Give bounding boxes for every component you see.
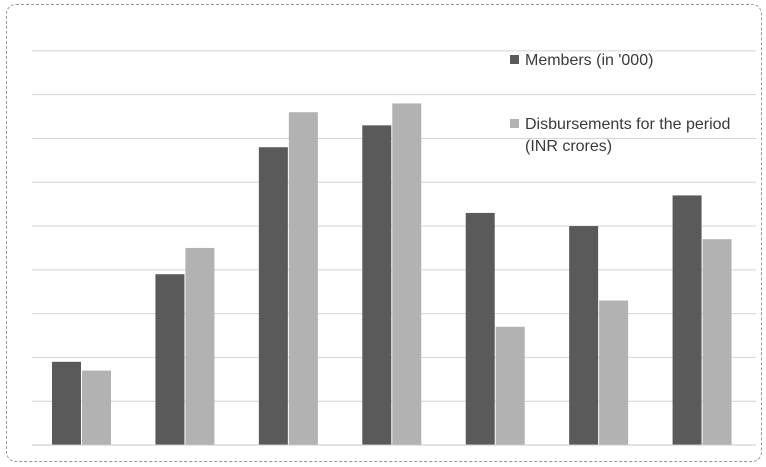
bar-members [672, 195, 702, 445]
bar-disbursements [495, 326, 525, 445]
bar-members [258, 147, 288, 446]
bar-disbursements [185, 247, 215, 445]
bars [52, 103, 732, 446]
legend-item-disbursements: Disbursements for the period (INR crores… [510, 114, 750, 158]
legend-label-disbursements: Disbursements for the period (INR crores… [525, 116, 731, 155]
bar-members [465, 212, 495, 445]
bar-disbursements [392, 103, 422, 445]
bar-disbursements [288, 112, 318, 445]
bar-members [362, 125, 392, 445]
legend-item-members: Members (in '000) [510, 50, 750, 72]
legend-swatch-disbursements [510, 119, 519, 128]
bar-members [569, 226, 599, 445]
legend-label-members: Members (in '000) [525, 52, 654, 69]
bar-disbursements [599, 300, 629, 445]
bar-disbursements [82, 370, 111, 445]
legend-swatch-members [510, 55, 519, 64]
bar-members [155, 274, 185, 445]
bar-members [52, 361, 81, 445]
legend: Members (in '000) Disbursements for the … [510, 50, 750, 158]
bar-disbursements [702, 239, 732, 445]
